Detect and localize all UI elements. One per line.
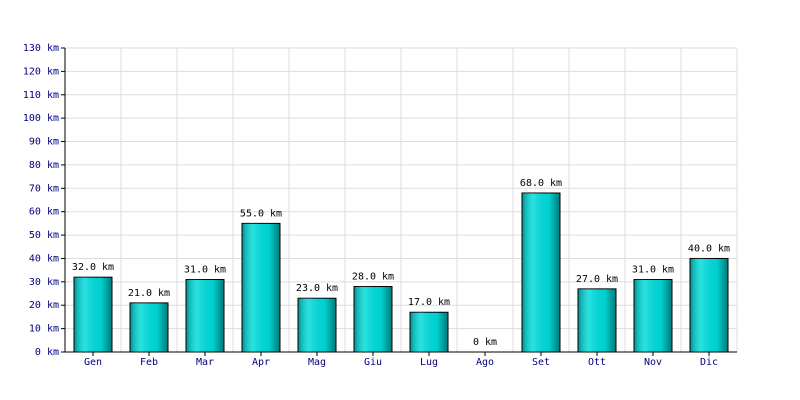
y-tick-label: 50 km [29, 230, 59, 241]
x-tick-label: Apr [252, 357, 270, 368]
y-tick-label: 0 km [35, 347, 59, 358]
bar-shade [522, 192, 560, 352]
y-tick-label: 80 km [29, 160, 59, 171]
bar-shade [690, 258, 728, 352]
x-tick-label: Mar [196, 357, 214, 368]
y-tick-label: 110 km [23, 90, 59, 101]
y-tick-label: 10 km [29, 324, 59, 335]
x-tick-label: Lug [420, 357, 438, 368]
value-label: 23.0 km [296, 283, 338, 294]
value-label: 0 km [473, 337, 497, 348]
bar-shade [74, 277, 112, 352]
bar-shade [354, 286, 392, 352]
bar-shade [242, 223, 280, 352]
value-label: 68.0 km [520, 178, 562, 189]
bar-shade [130, 302, 168, 352]
x-tick-label: Ott [588, 357, 606, 368]
bar-shade [186, 279, 224, 352]
x-tick-label: Feb [140, 357, 158, 368]
value-label: 55.0 km [240, 208, 282, 219]
value-label: 32.0 km [72, 262, 114, 273]
x-tick-label: Set [532, 357, 550, 368]
y-tick-label: 130 km [23, 43, 59, 54]
y-tick-label: 60 km [29, 207, 59, 218]
y-tick-label: 30 km [29, 277, 59, 288]
y-tick-label: 100 km [23, 113, 59, 124]
value-label: 28.0 km [352, 272, 394, 283]
bar-shade [410, 312, 448, 352]
y-tick-label: 90 km [29, 137, 59, 148]
x-tick-label: Mag [308, 357, 326, 368]
y-tick-label: 120 km [23, 66, 59, 77]
bar-shade [578, 288, 616, 352]
x-tick-label: Dic [700, 357, 718, 368]
value-label: 40.0 km [688, 243, 730, 254]
value-label: 31.0 km [632, 265, 674, 276]
value-label: 27.0 km [576, 274, 618, 285]
value-label: 31.0 km [184, 265, 226, 276]
y-tick-label: 70 km [29, 183, 59, 194]
x-tick-label: Gen [84, 357, 102, 368]
bar-shade [298, 298, 336, 352]
bar-shade [634, 279, 672, 352]
value-label: 17.0 km [408, 297, 450, 308]
value-label: 21.0 km [128, 288, 170, 299]
y-tick-label: 20 km [29, 300, 59, 311]
x-tick-label: Nov [644, 357, 662, 368]
x-tick-label: Ago [476, 357, 494, 368]
y-tick-label: 40 km [29, 253, 59, 264]
x-tick-label: Giu [364, 357, 382, 368]
